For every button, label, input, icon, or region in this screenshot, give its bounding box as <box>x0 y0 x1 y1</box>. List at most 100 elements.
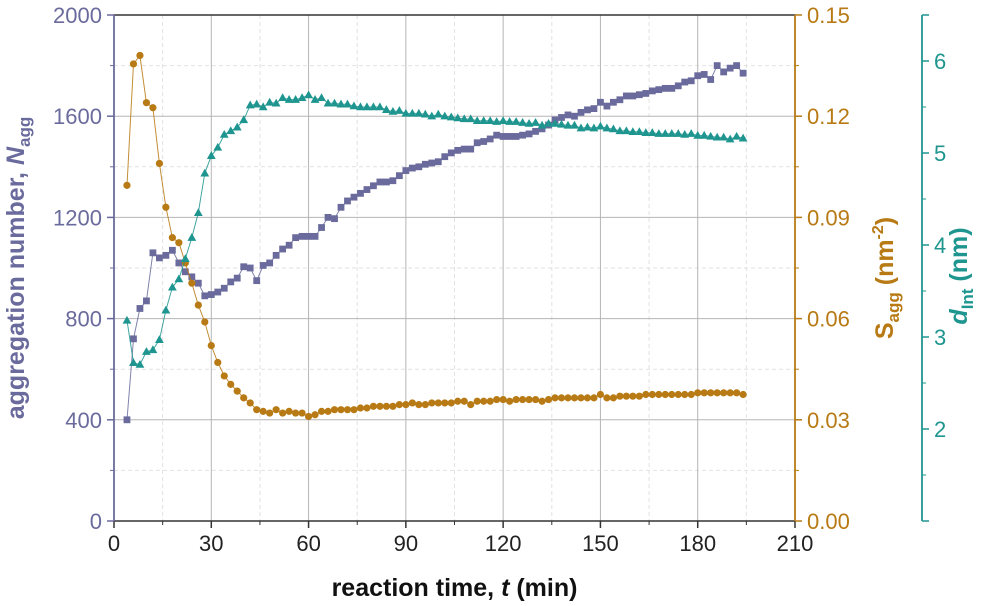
data-point-triangle <box>621 126 631 135</box>
data-point-square <box>285 241 293 249</box>
data-point-triangle <box>206 151 216 159</box>
data-point-circle <box>259 407 267 415</box>
data-point-square <box>629 92 637 100</box>
data-point-square <box>415 163 423 171</box>
data-point-circle <box>499 395 507 404</box>
right1-axis-title: Sagg (nm-2) <box>870 217 903 339</box>
data-point-circle <box>661 390 669 399</box>
right1-tick-label: 0.09 <box>807 205 850 230</box>
data-point-square <box>642 90 650 97</box>
data-point-circle <box>616 392 624 400</box>
data-point-circle <box>648 390 656 399</box>
data-point-square <box>181 268 189 276</box>
x-tick-label: 150 <box>582 531 619 556</box>
data-point-square <box>344 197 351 205</box>
data-point-square <box>253 277 261 285</box>
data-point-triangle <box>317 93 326 101</box>
data-point-triangle <box>356 102 365 111</box>
data-point-circle <box>272 406 280 414</box>
data-point-circle <box>324 407 332 415</box>
right2-axis-title-var: d <box>945 309 973 325</box>
data-point-square <box>318 224 325 231</box>
data-point-circle <box>168 234 176 242</box>
x-axis-title-main: reaction time, <box>332 574 502 602</box>
left-tick-label: 400 <box>65 408 102 433</box>
data-point-triangle <box>699 130 709 139</box>
data-point-circle <box>330 406 339 414</box>
data-point-square <box>331 215 338 223</box>
data-point-triangle <box>550 118 560 127</box>
left-axis-title-main: aggregation number, <box>2 165 30 419</box>
data-point-triangle <box>433 109 443 118</box>
data-point-triangle <box>602 123 612 132</box>
data-point-circle <box>480 397 488 405</box>
data-point-circle <box>707 389 715 397</box>
data-point-circle <box>395 401 403 409</box>
x-tick-label: 30 <box>199 531 223 556</box>
data-point-triangle <box>245 100 255 109</box>
data-point-triangle <box>557 119 566 128</box>
data-point-square <box>324 214 332 221</box>
data-point-square <box>214 288 222 296</box>
data-point-square <box>162 251 170 259</box>
data-point-triangle <box>712 132 722 141</box>
data-point-square <box>201 292 209 300</box>
data-point-square <box>207 291 215 298</box>
data-point-triangle <box>200 168 210 177</box>
data-point-circle <box>149 104 157 112</box>
data-point-circle <box>590 394 598 402</box>
data-point-circle <box>441 399 449 407</box>
x-tick-label: 120 <box>485 531 522 556</box>
right1-axis-title-sup: -2 <box>870 225 887 239</box>
data-point-square <box>279 245 287 253</box>
data-point-circle <box>609 394 618 402</box>
data-point-square <box>571 112 578 120</box>
data-point-square <box>733 62 741 69</box>
data-point-circle <box>311 411 319 419</box>
data-point-triangle <box>375 102 385 111</box>
data-point-circle <box>681 390 689 399</box>
data-point-circle <box>525 395 533 404</box>
data-point-circle <box>369 402 378 410</box>
data-point-square <box>707 76 715 83</box>
right1-tick-label: 0.12 <box>807 104 850 129</box>
data-point-square <box>622 92 630 100</box>
data-point-square <box>499 133 507 140</box>
data-point-triangle <box>369 102 378 111</box>
data-point-square <box>227 278 235 286</box>
data-point-triangle <box>615 126 625 135</box>
data-point-square <box>136 305 144 312</box>
left-tick-label: 2000 <box>53 3 102 28</box>
data-point-triangle <box>407 108 417 117</box>
data-point-square <box>610 98 617 106</box>
data-point-triangle <box>492 117 502 125</box>
data-point-square <box>648 87 656 95</box>
data-point-triangle <box>738 133 748 142</box>
data-point-triangle <box>284 95 294 103</box>
data-point-square <box>668 84 676 92</box>
data-point-triangle <box>667 129 677 137</box>
data-point-square <box>292 234 299 242</box>
right2-tick-label: 3 <box>934 325 946 350</box>
data-point-triangle <box>518 118 527 126</box>
data-point-circle <box>519 395 527 404</box>
data-point-triangle <box>524 118 534 127</box>
data-point-square <box>363 186 371 193</box>
data-point-square <box>376 178 384 186</box>
data-point-square <box>538 125 546 133</box>
data-point-triangle <box>673 129 683 137</box>
data-point-circle <box>207 341 215 350</box>
data-point-square <box>661 84 669 92</box>
data-point-square <box>713 62 721 69</box>
data-point-square <box>700 71 708 78</box>
data-point-circle <box>473 397 481 405</box>
data-point-circle <box>356 404 365 412</box>
data-point-circle <box>668 390 676 399</box>
data-point-square <box>188 273 196 281</box>
data-point-square <box>395 172 403 180</box>
data-point-triangle <box>466 114 476 123</box>
data-point-circle <box>538 397 546 405</box>
data-point-triangle <box>647 128 657 136</box>
data-point-square <box>473 139 481 147</box>
data-point-circle <box>493 395 501 404</box>
